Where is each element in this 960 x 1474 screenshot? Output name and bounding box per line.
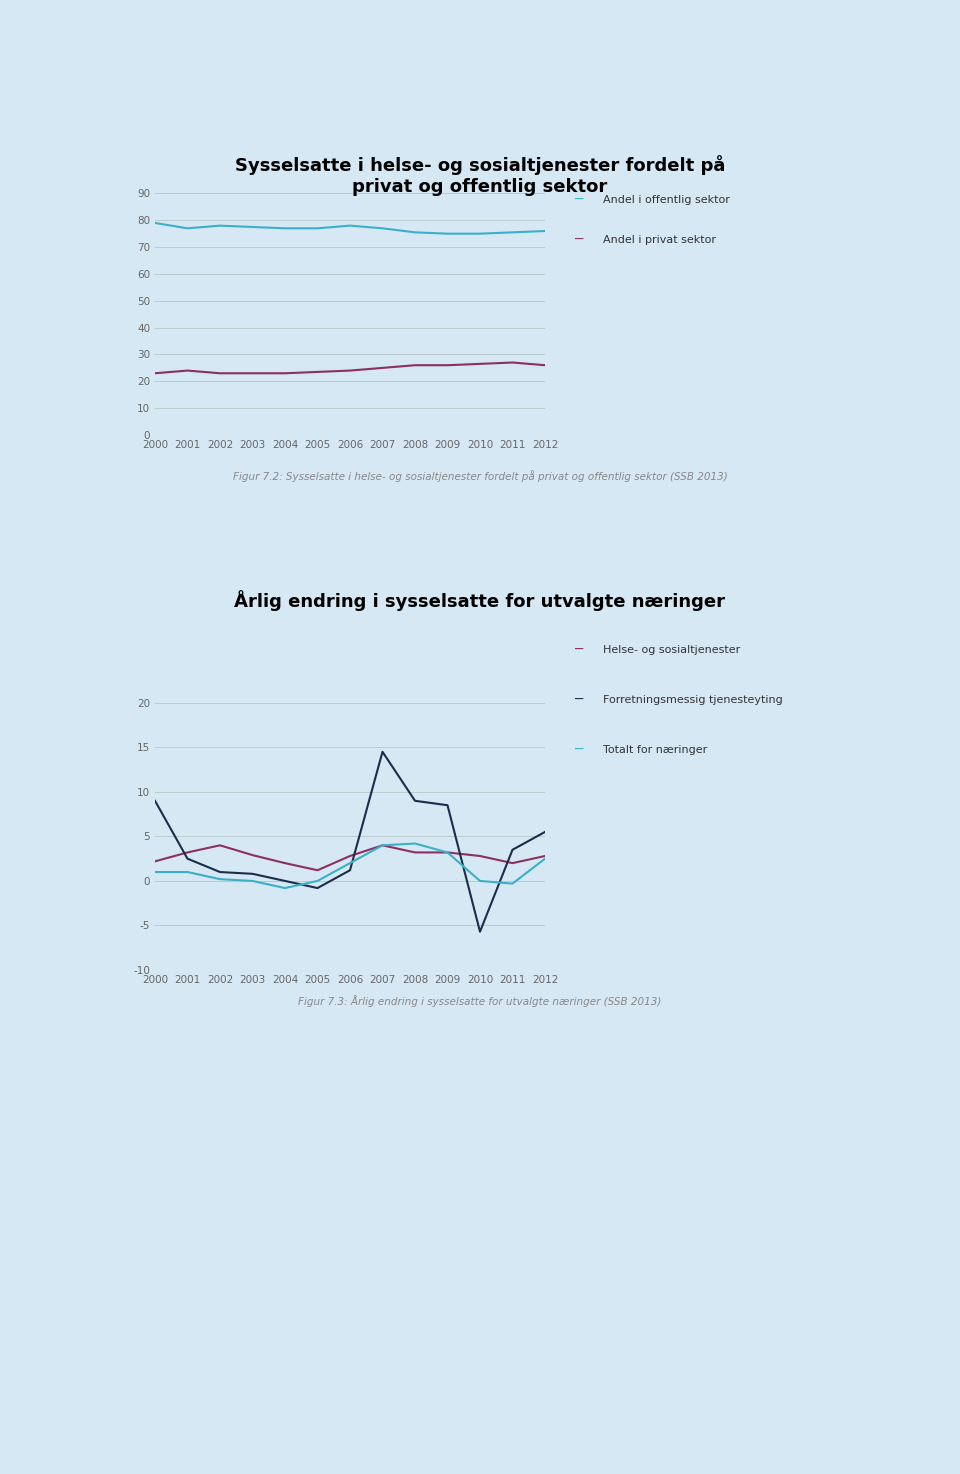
Forretningsmessig tjenesteyting xyxy=(442,796,453,814)
Totalt for næringer xyxy=(442,843,453,861)
Forretningsmessig tjenesteyting xyxy=(409,792,420,809)
Line: Andel i privat sektor: Andel i privat sektor xyxy=(155,363,545,373)
Totalt for næringer xyxy=(214,870,226,887)
Andel i privat sektor xyxy=(214,364,226,382)
Helse- og sosialtjenester xyxy=(312,861,324,879)
Totalt for næringer xyxy=(181,864,193,881)
Text: Totalt for næringer: Totalt for næringer xyxy=(603,744,708,755)
Text: Andel i offentlig sektor: Andel i offentlig sektor xyxy=(603,195,730,205)
Andel i offentlig sektor xyxy=(181,220,193,237)
Andel i privat sektor xyxy=(507,354,518,371)
Text: —: — xyxy=(575,743,584,758)
Text: Andel i privat sektor: Andel i privat sektor xyxy=(603,234,716,245)
Text: Figur 7.3: Årlig endring i sysselsatte for utvalgte næringer (SSB 2013): Figur 7.3: Årlig endring i sysselsatte f… xyxy=(299,995,661,1007)
Helse- og sosialtjenester xyxy=(181,843,193,861)
Helse- og sosialtjenester xyxy=(345,848,356,865)
Text: Helse- og sosialtjenester: Helse- og sosialtjenester xyxy=(603,646,740,654)
Andel i privat sektor xyxy=(540,357,551,374)
Andel i privat sektor xyxy=(442,357,453,374)
Andel i offentlig sektor xyxy=(409,224,420,242)
Line: Totalt for næringer: Totalt for næringer xyxy=(155,843,545,887)
Text: —: — xyxy=(575,643,584,657)
Forretningsmessig tjenesteyting xyxy=(181,850,193,868)
Helse- og sosialtjenester xyxy=(247,846,258,864)
Andel i privat sektor xyxy=(376,360,388,377)
Andel i privat sektor xyxy=(312,363,324,380)
Helse- og sosialtjenester xyxy=(442,843,453,861)
Text: —: — xyxy=(575,693,584,708)
Forretningsmessig tjenesteyting xyxy=(312,879,324,896)
Andel i offentlig sektor xyxy=(247,218,258,236)
Line: Helse- og sosialtjenester: Helse- og sosialtjenester xyxy=(155,845,545,870)
Text: Figur 7.2: Sysselsatte i helse- og sosialtjenester fordelt på privat og offentli: Figur 7.2: Sysselsatte i helse- og sosia… xyxy=(232,470,728,482)
Line: Andel i offentlig sektor: Andel i offentlig sektor xyxy=(155,223,545,234)
Andel i offentlig sektor xyxy=(540,223,551,240)
Helse- og sosialtjenester xyxy=(507,855,518,873)
Totalt for næringer xyxy=(279,879,291,896)
Line: Forretningsmessig tjenesteyting: Forretningsmessig tjenesteyting xyxy=(155,752,545,932)
Andel i privat sektor xyxy=(181,361,193,379)
Andel i privat sektor xyxy=(279,364,291,382)
Totalt for næringer xyxy=(409,834,420,852)
Forretningsmessig tjenesteyting xyxy=(247,865,258,883)
Totalt for næringer xyxy=(345,855,356,873)
Text: Årlig endring i sysselsatte for utvalgte næringer: Årlig endring i sysselsatte for utvalgte… xyxy=(234,590,726,612)
Totalt for næringer xyxy=(474,873,486,890)
Andel i offentlig sektor xyxy=(474,226,486,243)
Helse- og sosialtjenester xyxy=(409,843,420,861)
Helse- og sosialtjenester xyxy=(149,852,160,870)
Forretningsmessig tjenesteyting xyxy=(149,792,160,809)
Helse- og sosialtjenester xyxy=(376,836,388,853)
Helse- og sosialtjenester xyxy=(214,836,226,853)
Text: Sysselsatte i helse- og sosialtjenester fordelt på
privat og offentlig sektor: Sysselsatte i helse- og sosialtjenester … xyxy=(235,155,725,196)
Totalt for næringer xyxy=(149,864,160,881)
Andel i privat sektor xyxy=(149,364,160,382)
Totalt for næringer xyxy=(507,874,518,892)
Forretningsmessig tjenesteyting xyxy=(540,822,551,840)
Text: —: — xyxy=(575,233,584,248)
Text: —: — xyxy=(575,193,584,206)
Andel i offentlig sektor xyxy=(376,220,388,237)
Forretningsmessig tjenesteyting xyxy=(345,861,356,879)
Forretningsmessig tjenesteyting xyxy=(474,923,486,940)
Andel i offentlig sektor xyxy=(149,214,160,231)
Andel i offentlig sektor xyxy=(312,220,324,237)
Helse- og sosialtjenester xyxy=(474,848,486,865)
Andel i offentlig sektor xyxy=(507,224,518,242)
Forretningsmessig tjenesteyting xyxy=(507,842,518,859)
Helse- og sosialtjenester xyxy=(279,855,291,873)
Andel i offentlig sektor xyxy=(214,217,226,234)
Totalt for næringer xyxy=(312,873,324,890)
Andel i offentlig sektor xyxy=(279,220,291,237)
Totalt for næringer xyxy=(540,850,551,868)
Andel i privat sektor xyxy=(247,364,258,382)
Forretningsmessig tjenesteyting xyxy=(214,864,226,881)
Andel i privat sektor xyxy=(345,361,356,379)
Forretningsmessig tjenesteyting xyxy=(279,873,291,890)
Andel i privat sektor xyxy=(409,357,420,374)
Text: Forretningsmessig tjenesteyting: Forretningsmessig tjenesteyting xyxy=(603,696,782,705)
Andel i privat sektor xyxy=(474,355,486,373)
Andel i offentlig sektor xyxy=(442,226,453,243)
Helse- og sosialtjenester xyxy=(540,848,551,865)
Totalt for næringer xyxy=(376,836,388,853)
Totalt for næringer xyxy=(247,873,258,890)
Forretningsmessig tjenesteyting xyxy=(376,743,388,761)
Andel i offentlig sektor xyxy=(345,217,356,234)
